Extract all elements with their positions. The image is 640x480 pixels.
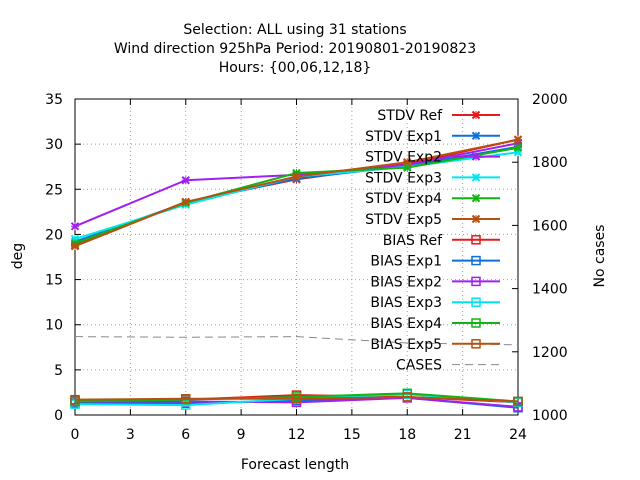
legend-label: BIAS Exp4 [370, 316, 442, 332]
x-tick-label: 6 [181, 427, 190, 443]
legend-marker [471, 235, 481, 245]
legend-marker [471, 318, 481, 328]
legend-label: BIAS Exp3 [370, 295, 442, 311]
data-point [70, 394, 80, 405]
legend-label: STDV Ref [377, 108, 443, 124]
legend-label: BIAS Ref [383, 233, 443, 249]
y2-axis-label: No cases [592, 225, 608, 288]
cases-line [74, 336, 519, 346]
data-point [181, 400, 191, 410]
data-point [181, 176, 190, 185]
legend: STDV Ref STDV Exp1 STDV Exp2 STDV Exp3 STDV … [365, 108, 500, 374]
data-point [70, 222, 80, 231]
data-point [291, 393, 302, 404]
y2-tick-label: 2000 [532, 92, 568, 108]
y-tick-label: 10 [45, 318, 63, 334]
legend-marker [471, 110, 481, 120]
y2-tick-label: 1800 [532, 155, 568, 171]
series-line [74, 392, 519, 403]
x-tick-label: 9 [237, 427, 246, 443]
data-point [403, 157, 412, 167]
data-point [513, 143, 523, 152]
x-tick-label: 21 [454, 427, 472, 443]
data-point [181, 197, 190, 207]
x-tick-label: 15 [343, 427, 361, 443]
y2-tick-label: 1000 [532, 408, 568, 424]
grid [75, 99, 518, 415]
legend-marker [471, 255, 481, 266]
legend-label: STDV Exp1 [365, 129, 442, 145]
x-axis-label: Forecast length [241, 457, 349, 473]
y-tick-label: 35 [45, 92, 63, 108]
data-point [292, 172, 301, 181]
y-tick-label: 30 [45, 137, 63, 153]
legend-marker [471, 339, 481, 349]
x-tick-label: 18 [398, 427, 416, 443]
chart-title: Selection: ALL using 31 stations Wind di… [114, 22, 476, 76]
chart-title-line-1: Selection: ALL using 31 stations [183, 22, 406, 38]
legend-label: STDV Exp5 [365, 212, 442, 228]
data-point [513, 135, 523, 144]
legend-label: STDV Exp3 [365, 170, 442, 186]
legend-marker [471, 173, 481, 182]
y-tick-label: 20 [45, 227, 63, 243]
legend-marker [471, 214, 481, 224]
legend-marker [471, 193, 481, 203]
data-point [181, 393, 191, 404]
plot-series [70, 135, 523, 413]
legend-marker [471, 152, 481, 161]
x-tick-label: 12 [288, 427, 306, 443]
data-point [513, 396, 523, 407]
y-axis-label: deg [10, 243, 26, 269]
chart-title-line-3: Hours: {00,06,12,18} [219, 60, 372, 76]
axes: 0 3 6 9 12 15 18 21 24 0 5 10 15 20 25 30 35 1000 1200 1400… [45, 92, 567, 443]
chart-title-line-2: Wind direction 925hPa Period: 20190801-2… [114, 41, 476, 57]
legend-label: BIAS Exp1 [370, 254, 442, 270]
series-line [74, 395, 519, 403]
series-stdv-exp5 [70, 135, 523, 251]
legend-label: CASES [396, 358, 442, 374]
legend-label: BIAS Exp5 [370, 337, 442, 353]
data-point [70, 241, 80, 251]
y-tick-label: 15 [45, 273, 63, 289]
legend-label: STDV Exp4 [365, 191, 442, 207]
y-tick-label: 0 [54, 408, 63, 424]
x-tick-label: 3 [126, 427, 135, 443]
y-tick-label: 5 [54, 363, 63, 379]
legend-marker [471, 276, 481, 287]
y2-tick-label: 1400 [532, 282, 568, 298]
legend-marker [471, 297, 481, 307]
x-tick-label: 0 [71, 427, 80, 443]
y-tick-label: 25 [45, 182, 63, 198]
legend-label: STDV Exp2 [365, 150, 442, 166]
y2-tick-label: 1600 [532, 218, 568, 234]
legend-marker [471, 131, 481, 141]
y2-tick-label: 1200 [532, 345, 568, 361]
series-bias-exp5 [70, 392, 523, 407]
x-tick-label: 24 [509, 427, 527, 443]
legend-label: BIAS Exp2 [370, 274, 442, 290]
data-point [402, 392, 412, 402]
